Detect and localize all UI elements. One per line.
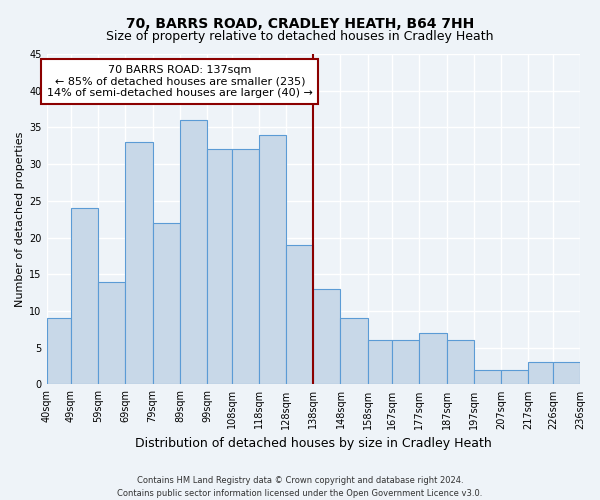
Bar xyxy=(313,289,340,384)
Bar xyxy=(368,340,392,384)
Bar xyxy=(392,340,419,384)
Text: Size of property relative to detached houses in Cradley Heath: Size of property relative to detached ho… xyxy=(106,30,494,43)
Bar xyxy=(474,370,501,384)
Bar xyxy=(232,150,259,384)
Bar xyxy=(125,142,152,384)
Text: Contains HM Land Registry data © Crown copyright and database right 2024.
Contai: Contains HM Land Registry data © Crown c… xyxy=(118,476,482,498)
Bar xyxy=(47,318,71,384)
Bar xyxy=(286,245,313,384)
Bar xyxy=(528,362,553,384)
X-axis label: Distribution of detached houses by size in Cradley Heath: Distribution of detached houses by size … xyxy=(135,437,491,450)
Bar xyxy=(259,135,286,384)
Text: 70, BARRS ROAD, CRADLEY HEATH, B64 7HH: 70, BARRS ROAD, CRADLEY HEATH, B64 7HH xyxy=(126,18,474,32)
Bar xyxy=(446,340,474,384)
Y-axis label: Number of detached properties: Number of detached properties xyxy=(15,132,25,307)
Bar xyxy=(419,333,446,384)
Bar xyxy=(152,223,180,384)
Bar xyxy=(340,318,368,384)
Bar xyxy=(553,362,580,384)
Bar xyxy=(180,120,207,384)
Bar xyxy=(501,370,528,384)
Bar xyxy=(71,208,98,384)
Bar xyxy=(207,150,232,384)
Bar xyxy=(98,282,125,385)
Text: 70 BARRS ROAD: 137sqm
← 85% of detached houses are smaller (235)
14% of semi-det: 70 BARRS ROAD: 137sqm ← 85% of detached … xyxy=(47,65,313,98)
